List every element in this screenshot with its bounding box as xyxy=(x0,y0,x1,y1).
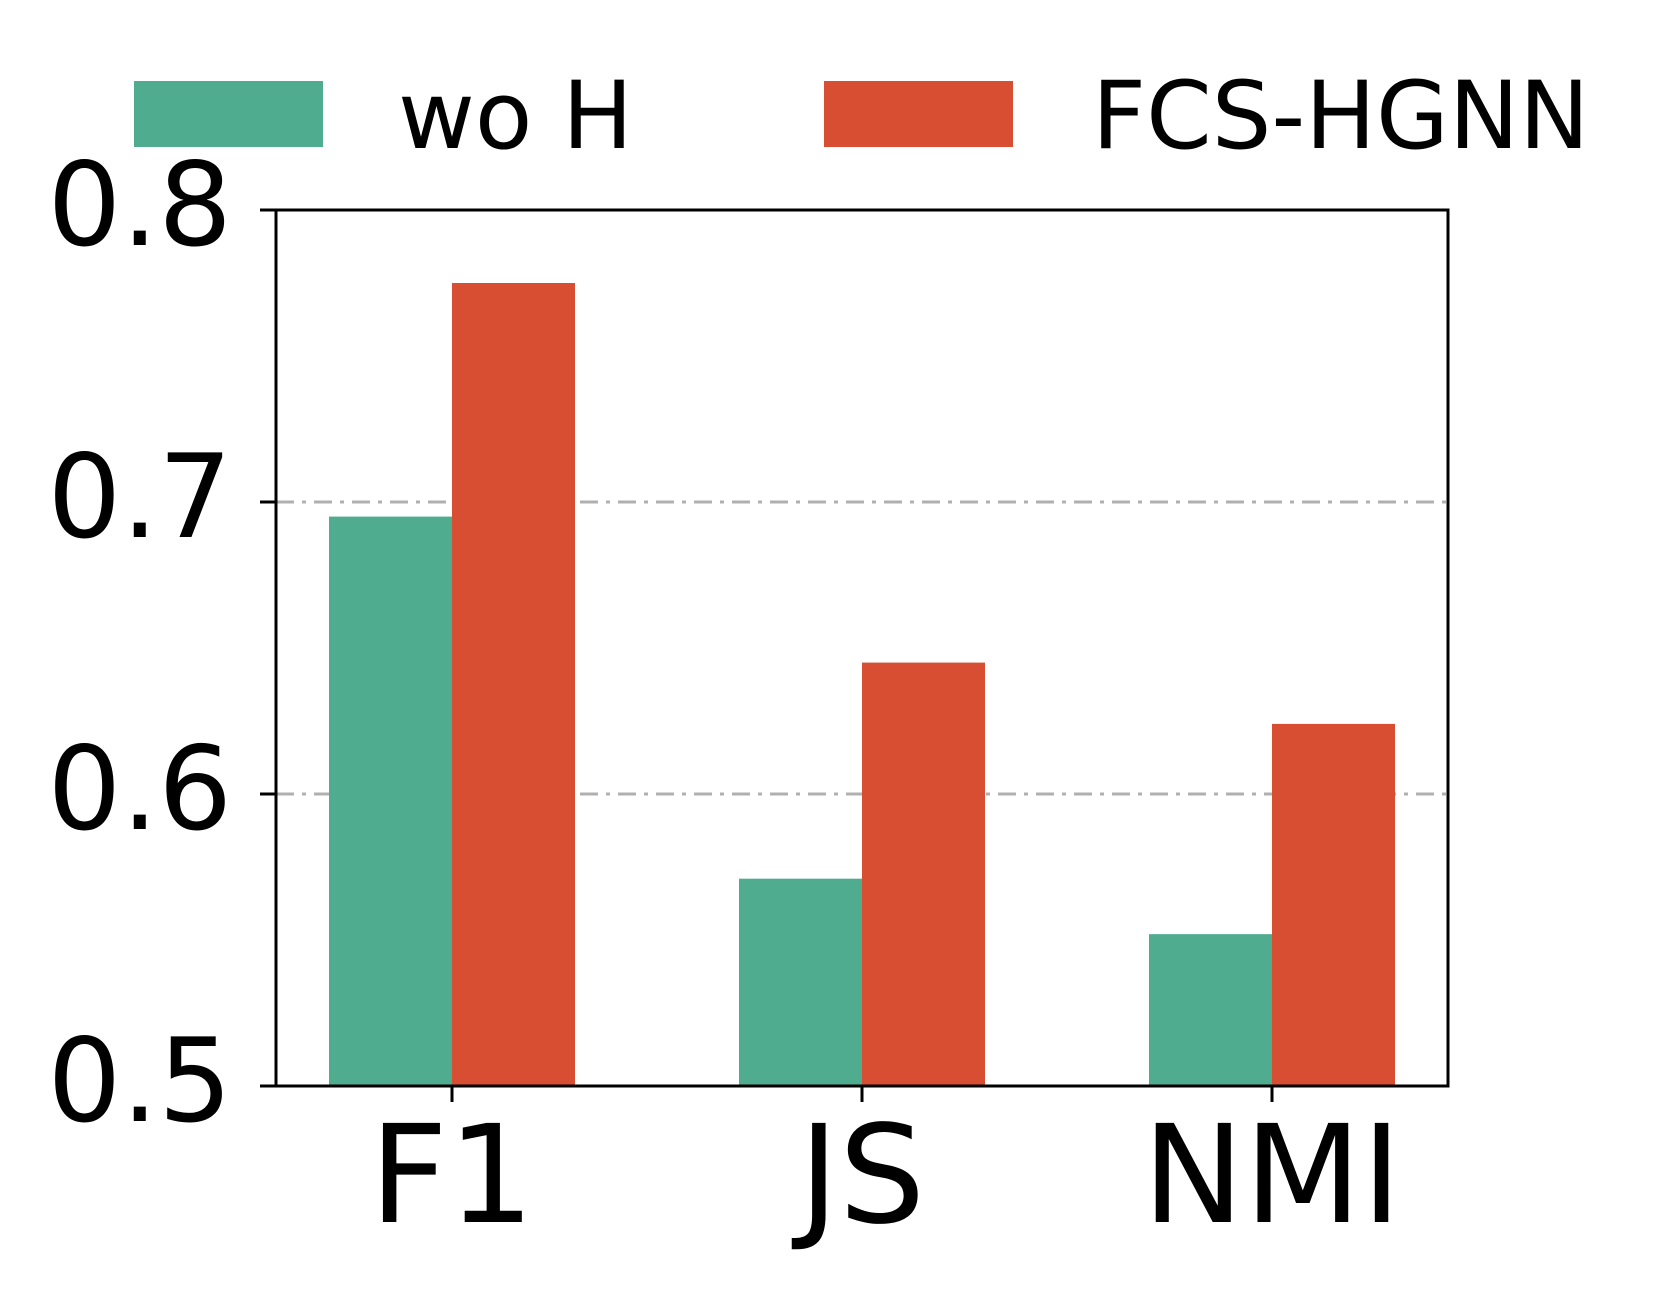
legend: wo H FCS-HGNN xyxy=(134,62,1589,171)
bar-fcs-hgnn-js xyxy=(862,662,985,1086)
bar-fcs-hgnn-nmi xyxy=(1272,723,1395,1086)
bar-fcs-hgnn-f1 xyxy=(452,283,575,1086)
bar-wo-h-js xyxy=(739,878,862,1086)
bars xyxy=(329,283,1395,1086)
y-tick-label: 0.7 xyxy=(48,430,232,565)
bar-wo-h-f1 xyxy=(329,516,452,1086)
legend-label-fcs-hgnn: FCS-HGNN xyxy=(1092,62,1589,171)
x-tick-label: F1 xyxy=(370,1097,535,1255)
x-tick-label: JS xyxy=(791,1097,925,1255)
legend-label-wo-h: wo H xyxy=(398,62,633,171)
legend-swatch-fcs-hgnn xyxy=(824,81,1013,147)
y-tick-label: 0.5 xyxy=(48,1014,232,1149)
y-tick-label: 0.8 xyxy=(48,138,232,273)
x-axis: F1 JS NMI xyxy=(370,1086,1402,1255)
legend-swatch-wo-h xyxy=(134,81,323,147)
y-tick-label: 0.6 xyxy=(48,722,232,857)
y-axis: 0.5 0.6 0.7 0.8 xyxy=(48,138,276,1149)
x-tick-label: NMI xyxy=(1142,1097,1401,1255)
bar-wo-h-nmi xyxy=(1149,934,1272,1086)
